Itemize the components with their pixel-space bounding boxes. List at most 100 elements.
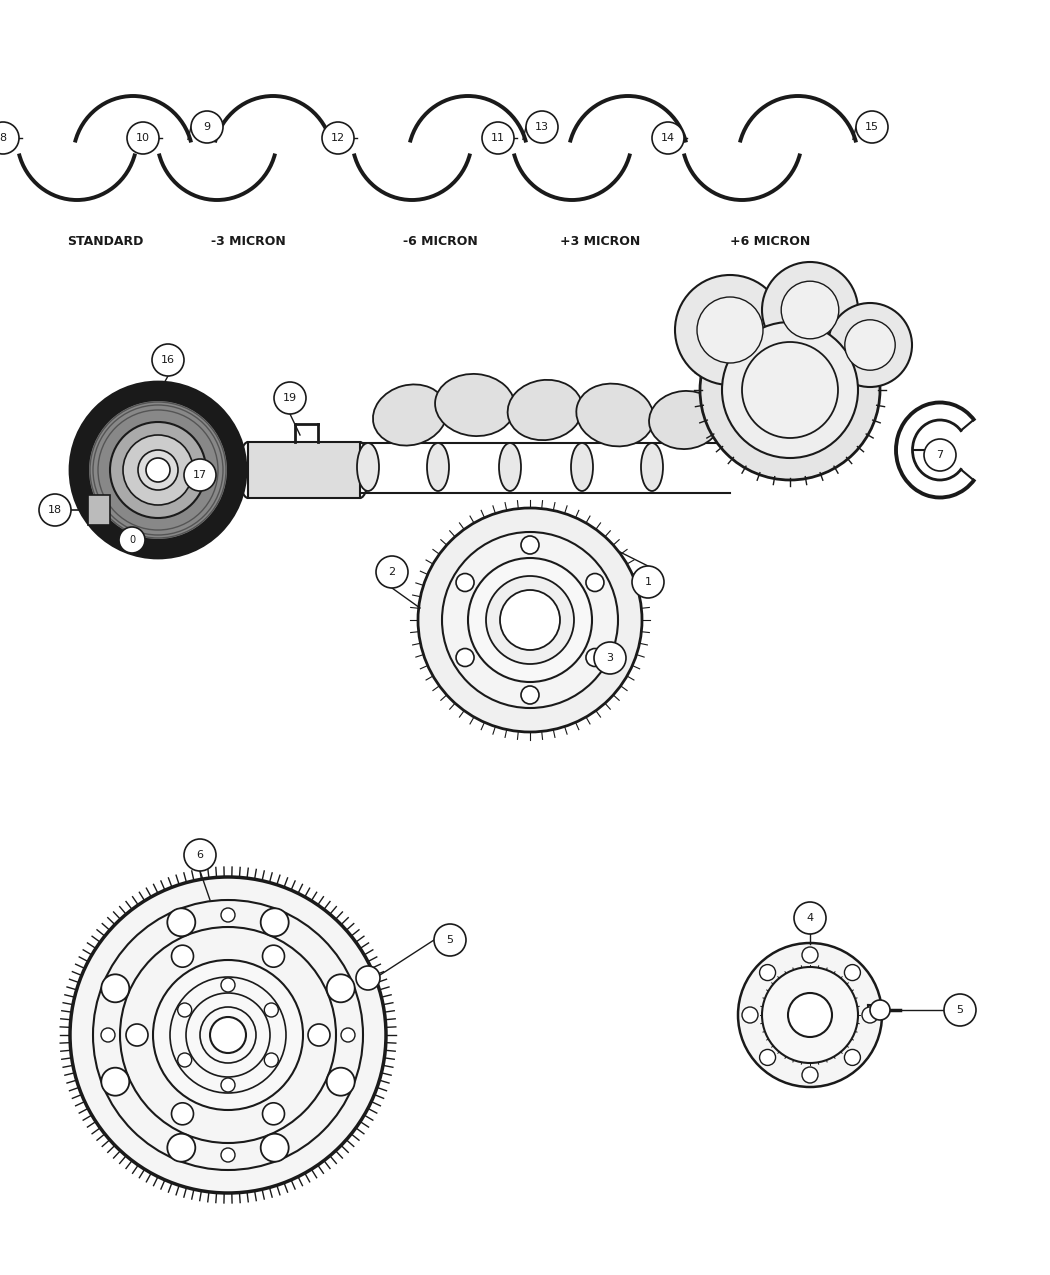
- Ellipse shape: [357, 442, 379, 491]
- Circle shape: [794, 901, 826, 935]
- Circle shape: [262, 945, 285, 968]
- Ellipse shape: [649, 391, 721, 449]
- Circle shape: [171, 1103, 193, 1125]
- Circle shape: [802, 1067, 818, 1082]
- Circle shape: [500, 590, 560, 650]
- Circle shape: [146, 458, 170, 482]
- Text: 19: 19: [282, 393, 297, 403]
- Circle shape: [167, 1133, 195, 1162]
- Circle shape: [153, 960, 303, 1111]
- FancyBboxPatch shape: [88, 495, 110, 525]
- Ellipse shape: [499, 442, 521, 491]
- Circle shape: [586, 649, 604, 667]
- Circle shape: [762, 966, 858, 1063]
- Ellipse shape: [373, 385, 447, 445]
- Circle shape: [308, 1024, 330, 1046]
- Circle shape: [759, 965, 776, 980]
- Circle shape: [70, 877, 386, 1193]
- Ellipse shape: [576, 384, 654, 446]
- Circle shape: [126, 1024, 148, 1046]
- Circle shape: [123, 435, 193, 505]
- Circle shape: [675, 275, 785, 385]
- Circle shape: [697, 297, 763, 363]
- Circle shape: [632, 566, 664, 598]
- Circle shape: [482, 122, 514, 154]
- Circle shape: [177, 1003, 192, 1017]
- Circle shape: [167, 908, 195, 936]
- Text: 3: 3: [607, 653, 613, 663]
- Circle shape: [220, 978, 235, 992]
- Circle shape: [700, 300, 880, 479]
- Ellipse shape: [427, 442, 449, 491]
- Text: 7: 7: [937, 450, 944, 460]
- Circle shape: [101, 1067, 129, 1095]
- Circle shape: [171, 945, 193, 968]
- Ellipse shape: [640, 442, 663, 491]
- Text: 2: 2: [388, 567, 396, 578]
- Text: 0: 0: [129, 536, 135, 544]
- Circle shape: [418, 507, 642, 732]
- Circle shape: [356, 966, 380, 989]
- Circle shape: [856, 111, 888, 143]
- Circle shape: [944, 994, 977, 1026]
- Circle shape: [220, 1148, 235, 1162]
- Circle shape: [742, 342, 838, 439]
- Circle shape: [265, 1003, 278, 1017]
- Circle shape: [119, 527, 145, 553]
- Circle shape: [738, 944, 882, 1088]
- Text: STANDARD: STANDARD: [67, 235, 143, 249]
- Text: 18: 18: [48, 505, 62, 515]
- Circle shape: [376, 556, 408, 588]
- Circle shape: [521, 686, 539, 704]
- Ellipse shape: [435, 374, 514, 436]
- Circle shape: [138, 450, 179, 490]
- Circle shape: [788, 993, 832, 1037]
- Circle shape: [742, 1007, 758, 1023]
- Text: 6: 6: [196, 850, 204, 861]
- Text: 12: 12: [331, 133, 345, 143]
- Circle shape: [652, 122, 684, 154]
- Circle shape: [39, 493, 71, 527]
- Ellipse shape: [507, 380, 583, 440]
- Text: +3 MICRON: +3 MICRON: [560, 235, 640, 249]
- Text: 10: 10: [136, 133, 150, 143]
- Text: 4: 4: [806, 913, 814, 923]
- Circle shape: [220, 908, 235, 922]
- Circle shape: [220, 1077, 235, 1091]
- Circle shape: [327, 1067, 355, 1095]
- Text: 11: 11: [491, 133, 505, 143]
- Text: 5: 5: [957, 1005, 964, 1015]
- Circle shape: [177, 1053, 192, 1067]
- Circle shape: [802, 947, 818, 963]
- Text: -6 MICRON: -6 MICRON: [402, 235, 478, 249]
- Circle shape: [762, 261, 858, 358]
- Text: +6 MICRON: +6 MICRON: [730, 235, 811, 249]
- Circle shape: [844, 1049, 860, 1066]
- Circle shape: [456, 574, 474, 592]
- Circle shape: [262, 1103, 285, 1125]
- Text: 15: 15: [865, 122, 879, 133]
- Circle shape: [468, 558, 592, 682]
- Circle shape: [327, 974, 355, 1002]
- Circle shape: [862, 1007, 878, 1023]
- Ellipse shape: [571, 442, 593, 491]
- Circle shape: [191, 111, 223, 143]
- Circle shape: [844, 965, 860, 980]
- Circle shape: [184, 839, 216, 871]
- FancyBboxPatch shape: [248, 442, 360, 499]
- Circle shape: [781, 282, 839, 339]
- Circle shape: [260, 908, 289, 936]
- Circle shape: [210, 1017, 246, 1053]
- Circle shape: [341, 1028, 355, 1042]
- Circle shape: [127, 122, 159, 154]
- Circle shape: [70, 382, 246, 558]
- Circle shape: [265, 1053, 278, 1067]
- Text: 8: 8: [0, 133, 6, 143]
- Circle shape: [486, 576, 574, 664]
- Circle shape: [184, 459, 216, 491]
- Circle shape: [152, 344, 184, 376]
- Circle shape: [594, 643, 626, 674]
- Circle shape: [434, 924, 466, 956]
- Circle shape: [521, 536, 539, 555]
- Circle shape: [870, 1000, 890, 1020]
